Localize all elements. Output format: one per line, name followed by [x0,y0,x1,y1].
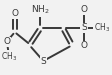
Text: NH$_2$: NH$_2$ [31,4,50,16]
Text: O: O [11,9,18,18]
Text: CH$_3$: CH$_3$ [94,22,110,34]
Text: O: O [81,5,88,14]
Text: S: S [81,23,87,32]
Text: S: S [40,57,46,66]
Text: O: O [4,38,11,46]
Text: O: O [81,41,88,50]
Text: CH$_3$: CH$_3$ [1,51,17,63]
